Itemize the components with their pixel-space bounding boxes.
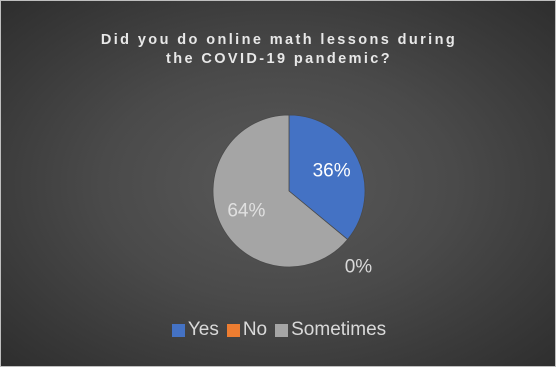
pie-slice-sometimes: [212, 114, 349, 268]
pie-slices: [212, 114, 366, 268]
data-label-yes: 36%: [313, 160, 351, 181]
data-label-no: 0%: [345, 257, 373, 278]
chart-title: Did you do online math lessons during th…: [1, 31, 556, 69]
legend-swatch-yes: [171, 323, 185, 337]
legend-item-no: No: [226, 319, 268, 341]
legend-label-no: No: [242, 319, 268, 340]
legend-label-yes: Yes: [187, 319, 219, 340]
legend-swatch-sometimes: [275, 323, 289, 337]
legend-item-yes: Yes: [171, 319, 219, 341]
pie-data-labels: 36% 0% 64%: [227, 160, 372, 277]
legend-label-sometimes: Sometimes: [291, 319, 387, 340]
legend-item-sometimes: Sometimes: [275, 319, 386, 341]
legend-swatch-no: [226, 323, 240, 337]
chart-legend: Yes No Sometimes: [1, 319, 556, 341]
chart-title-line-2: the COVID-19 pandemic?: [165, 51, 393, 67]
data-label-sometimes: 64%: [227, 201, 265, 222]
chart-title-line-1: Did you do online math lessons during: [100, 32, 458, 48]
pie-slice-yes: [288, 114, 366, 241]
